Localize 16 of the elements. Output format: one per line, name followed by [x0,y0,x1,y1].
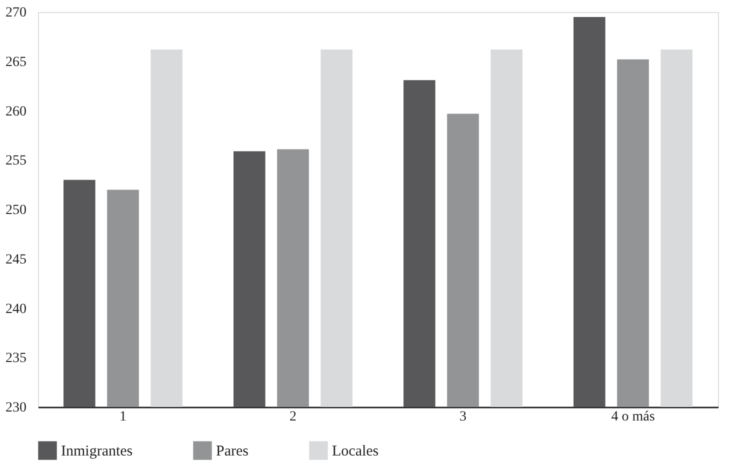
y-tick-label: 230 [6,400,26,416]
y-tick-label: 260 [6,104,26,120]
y-tick-label: 250 [6,203,26,218]
x-tick-label: 3 [460,410,466,424]
x-tick-label: 2 [290,410,296,424]
y-tick-label: 270 [6,6,26,20]
y-tick-label: 235 [6,351,26,366]
y-tick-label: 255 [6,154,26,169]
x-tick-label: 1 [120,410,126,424]
legend-label: Pares [216,444,249,460]
legend-label: Inmigrantes [61,444,133,460]
y-tick-label: 265 [6,54,26,70]
y-tick-label: 245 [6,252,26,268]
legend-label: Locales [332,444,379,460]
y-tick-label: 240 [6,302,26,317]
x-tick-label: 4 o más [611,410,655,424]
